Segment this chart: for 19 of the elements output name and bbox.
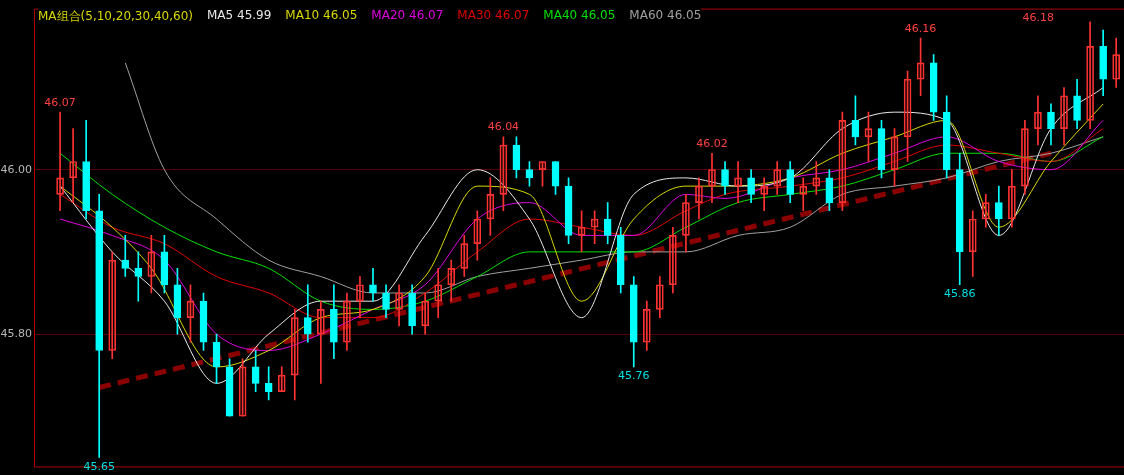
candlestick xyxy=(134,251,143,302)
text: MA60 46.05 xyxy=(629,8,702,24)
legend-title: MA组合(5,10,20,30,40,60) xyxy=(38,8,193,25)
annotation: 45.65 xyxy=(83,459,115,473)
annotation: 46.16 xyxy=(904,21,937,35)
annotation: 45.76 xyxy=(618,369,650,383)
annotation: 45.86 xyxy=(943,287,976,301)
annotation: 46.04 xyxy=(487,120,520,134)
text: MA5 45.99 xyxy=(206,8,272,24)
text: MA40 46.05 xyxy=(543,8,616,24)
text: MA10 46.05 xyxy=(285,8,358,24)
y-tick-label: 46.00 xyxy=(0,162,32,176)
text: MA20 46.07 xyxy=(371,8,444,24)
annotation: 46.02 xyxy=(696,136,728,150)
annotation: 46.18 xyxy=(1022,10,1054,24)
text: MA30 46.07 xyxy=(457,8,530,24)
annotation: 46.07 xyxy=(44,95,76,109)
candlestick xyxy=(121,235,130,277)
y-tick-label: 45.80 xyxy=(0,326,32,340)
